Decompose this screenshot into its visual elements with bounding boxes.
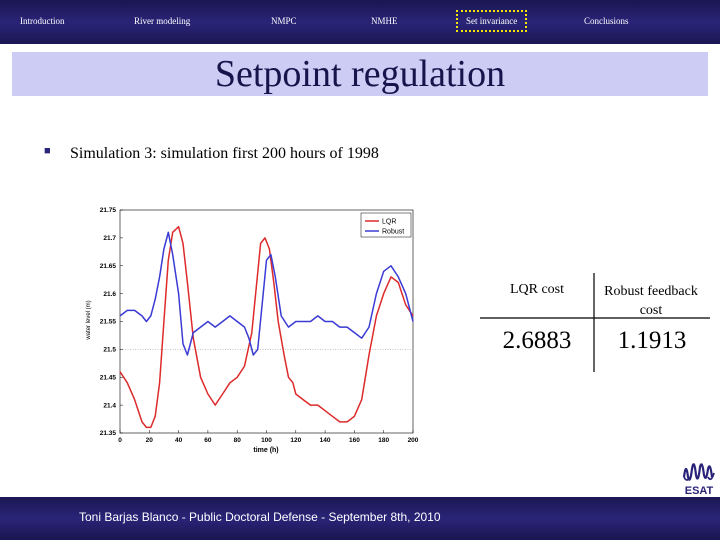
x-tick-label: 180	[378, 437, 389, 444]
legend-label: Robust	[382, 229, 404, 236]
footer-text: Toni Barjas Blanco - Public Doctoral Def…	[79, 510, 441, 524]
table-cell-lqr-value: 2.6883	[502, 327, 572, 354]
y-tick-label: 21.7	[103, 235, 116, 242]
table-header-robust-cost: Robust feedback cost	[604, 284, 698, 318]
y-tick-label: 21.35	[100, 430, 117, 437]
x-tick-label: 100	[261, 437, 272, 444]
title-band	[12, 52, 708, 96]
y-tick-label: 21.75	[100, 207, 117, 214]
series-line-lqr	[119, 225, 414, 429]
legend-label: LQR	[382, 219, 396, 226]
y-tick-label: 21.55	[100, 319, 117, 326]
water-level-chart: 0 20 40 60 80 100 120 140 160 180 200 21.75 21.7 21.6…	[86, 207, 419, 454]
plot-frame	[119, 209, 414, 434]
x-tick-label: 40	[175, 437, 183, 444]
x-tick-label: 0	[118, 437, 122, 444]
esat-logo: ESAT	[682, 463, 715, 497]
plot-area	[119, 209, 414, 434]
y-tick-label: 21.4	[103, 402, 116, 409]
nav-item-conclusions[interactable]: Conclusions	[584, 16, 629, 26]
y-tick-label: 21.65	[100, 263, 117, 270]
y-tick-label: 21.45	[100, 374, 117, 381]
y-tick-label: 21.6	[103, 291, 116, 298]
cost-table	[480, 273, 710, 372]
table-header-lqr-cost: LQR cost	[509, 282, 565, 297]
x-tick-label: 160	[349, 437, 360, 444]
x-tick-label: 20	[146, 437, 154, 444]
nav-item-introduction[interactable]: Introduction	[20, 16, 65, 26]
table-cell-robust-value: 1.1913	[617, 327, 687, 354]
x-tick-label: 200	[408, 437, 419, 444]
x-tick-label: 80	[234, 437, 242, 444]
nav-item-nmpc[interactable]: NMPC	[271, 16, 297, 26]
bullet-square-icon: ■	[44, 145, 51, 157]
x-tick-label: 60	[204, 437, 212, 444]
footer-bar	[0, 497, 720, 540]
y-axis-label: water level (m)	[86, 300, 92, 340]
series-line-robust	[119, 231, 414, 356]
slide-title: Setpoint regulation	[214, 53, 506, 95]
x-tick-label: 140	[320, 437, 331, 444]
bullet-text: Simulation 3: simulation first 200 hours…	[70, 145, 379, 162]
x-axis-label: time (h)	[253, 447, 278, 454]
y-tick-label: 21.5	[103, 347, 116, 354]
legend-box	[360, 212, 412, 238]
top-navigation-bar: Introduction River modeling NMPC NMHE Se…	[0, 0, 720, 44]
nav-item-river-modeling[interactable]: River modeling	[134, 16, 191, 26]
nav-item-nmhe[interactable]: NMHE	[371, 16, 398, 26]
nav-item-set-invariance[interactable]: Set invariance	[456, 10, 528, 32]
logo-text: ESAT	[685, 485, 714, 497]
x-tick-label: 120	[290, 437, 301, 444]
